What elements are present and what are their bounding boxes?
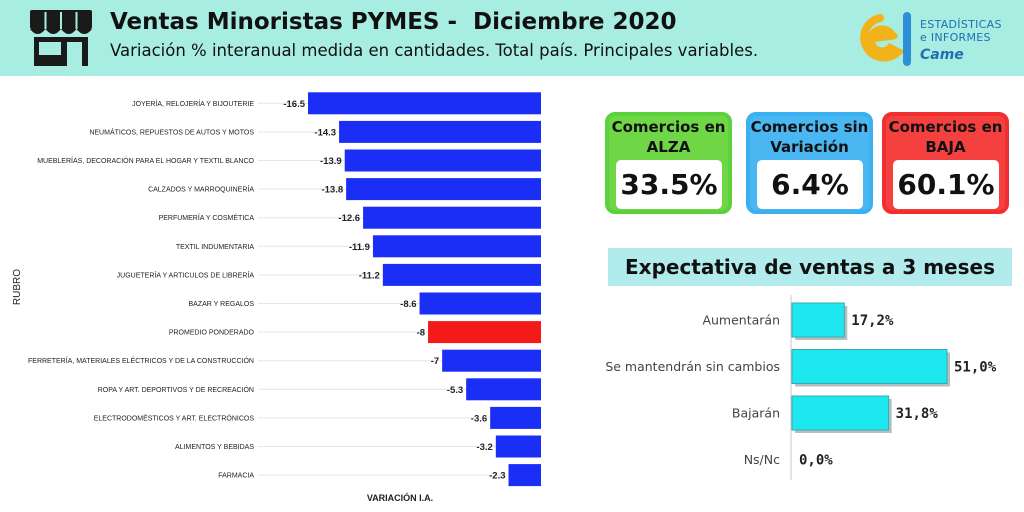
- bar: [363, 206, 541, 229]
- bar: [791, 302, 845, 338]
- data-label: 0,0%: [799, 453, 833, 469]
- logo-mark-icon: [860, 12, 911, 66]
- bar: [791, 395, 890, 431]
- category-label: PERFUMERÍA Y COSMÉTICA: [159, 213, 255, 222]
- category-label: FARMACIA: [218, 473, 254, 480]
- page-title: Ventas Minoristas PYMES - Diciembre 2020: [110, 9, 677, 35]
- logo-text-line1: ESTADÍSTICAS: [920, 18, 1002, 31]
- kpi-sin-variacion: Comercios sin Variación 6.4%: [746, 112, 873, 214]
- category-label: Ns/Nc: [744, 452, 780, 467]
- category-label: BAZAR Y REGALOS: [189, 301, 255, 308]
- data-label: -7: [431, 356, 439, 367]
- data-label: -5.3: [447, 385, 463, 396]
- page-subtitle: Variación % interanual medida en cantida…: [110, 41, 759, 60]
- data-label: -11.2: [359, 270, 380, 281]
- header-banner: Ventas Minoristas PYMES - Diciembre 2020…: [0, 0, 1024, 76]
- data-label: 51,0%: [954, 360, 997, 376]
- bar: [308, 92, 541, 115]
- category-label: ROPA Y ART. DEPORTIVOS Y DE RECREACIÓN: [98, 385, 254, 394]
- data-label: -14.3: [314, 127, 336, 138]
- bar: [495, 435, 541, 458]
- rubro-variation-chart: JOYERÍA, RELOJERÍA Y BIJOUTERIE -16.5 NEUM…: [12, 92, 541, 503]
- data-label: -13.9: [320, 156, 342, 167]
- logo-brand: Came: [920, 47, 964, 63]
- kpi-sin-variacion-label: Comercios sin Variación: [750, 118, 869, 156]
- bar: [346, 178, 541, 201]
- x-axis-label: VARIACIÓN I.A.: [367, 492, 433, 503]
- category-label: Se mantendrán sin cambios: [605, 359, 780, 374]
- category-label: TEXTIL INDUMENTARIA: [176, 244, 255, 251]
- kpi-alza-value: 33.5%: [616, 160, 722, 209]
- bar: [428, 321, 541, 344]
- category-label: CALZADOS Y MARROQUINERÍA: [148, 185, 254, 194]
- data-label: -16.5: [283, 99, 305, 110]
- category-label: Aumentarán: [702, 313, 780, 328]
- kpi-sin-variacion-value: 6.4%: [757, 160, 863, 209]
- category-label: PROMEDIO PONDERADO: [169, 330, 255, 337]
- kpi-alza-label: Comercios en ALZA: [611, 118, 726, 156]
- bar: [791, 349, 948, 384]
- category-label: Bajarán: [732, 406, 780, 421]
- category-label: JUGUETERÍA Y ARTICULOS DE LIBRERÍA: [117, 270, 255, 279]
- kpi-alza: Comercios en ALZA 33.5%: [605, 112, 732, 214]
- expectations-chart: Aumentarán 17,2% Se mantendrán sin cambios…: [605, 295, 997, 480]
- data-label: -3.6: [471, 413, 487, 424]
- data-label: -12.6: [338, 213, 360, 224]
- bar: [344, 149, 541, 172]
- bar: [419, 292, 541, 315]
- kpi-baja-value: 60.1%: [893, 160, 999, 209]
- kpi-baja: Comercios en BAJA 60.1%: [882, 112, 1009, 214]
- data-label: -2.3: [489, 471, 505, 482]
- bar: [466, 378, 541, 401]
- expectations-title: Expectativa de ventas a 3 meses: [608, 248, 1012, 286]
- logo-text-line2: e INFORMES: [920, 31, 991, 44]
- data-label: -8.6: [400, 299, 416, 310]
- category-label: JOYERÍA, RELOJERÍA Y BIJOUTERIE: [132, 99, 254, 108]
- came-logo: ESTADÍSTICAS e INFORMES Came: [858, 12, 1018, 70]
- store-icon: [30, 10, 92, 66]
- data-label: -8: [417, 328, 425, 339]
- bar: [508, 464, 541, 487]
- bar: [382, 263, 541, 286]
- category-label: FERRETERÍA, MATERIALES ELÉCTRICOS Y DE L…: [28, 356, 254, 365]
- y-axis-label: RUBRO: [12, 269, 23, 305]
- category-label: NEUMÁTICOS, REPUESTOS DE AUTOS Y MOTOS: [89, 127, 254, 136]
- data-label: -13.8: [321, 185, 343, 196]
- data-label: -11.9: [349, 242, 370, 253]
- bar: [339, 120, 541, 143]
- bar: [442, 349, 541, 372]
- bar: [490, 406, 541, 429]
- category-label: MUEBLERÍAS, DECORACIÓN PARA EL HOGAR Y T…: [37, 156, 254, 165]
- data-label: 31,8%: [896, 406, 939, 422]
- data-label: -3.2: [476, 442, 492, 453]
- category-label: ELECTRODOMÉSTICOS Y ART. ELECTRÓNICOS: [94, 413, 255, 422]
- data-label: 17,2%: [851, 313, 894, 329]
- category-label: ALIMENTOS Y BEBIDAS: [175, 444, 254, 451]
- bar: [372, 235, 541, 258]
- kpi-baja-label: Comercios en BAJA: [888, 118, 1003, 156]
